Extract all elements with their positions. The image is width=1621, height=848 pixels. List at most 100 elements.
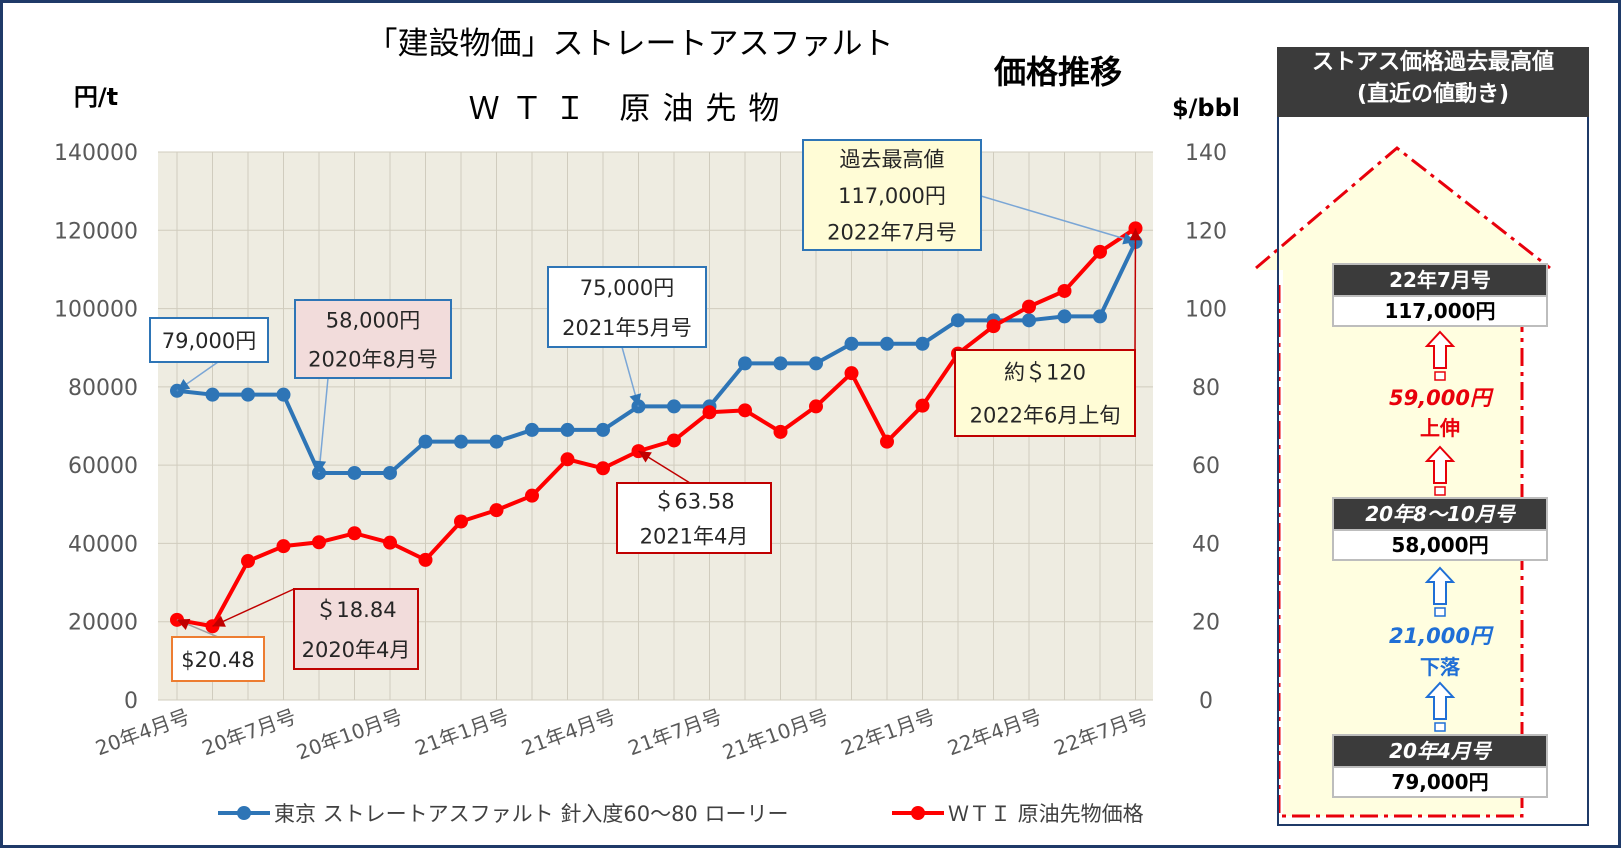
data-point — [915, 336, 930, 351]
annotation-box — [171, 636, 265, 682]
y-left-tick-label: 0 — [124, 689, 138, 714]
annotation-box — [802, 139, 982, 251]
annotation-box — [294, 299, 452, 379]
data-point — [951, 313, 965, 328]
data-point — [525, 488, 539, 503]
data-point — [880, 434, 894, 449]
annotation-text: 117,000円 — [838, 184, 946, 208]
annotation-text: 約＄120 — [1004, 361, 1086, 385]
data-point — [667, 433, 681, 448]
data-point — [915, 398, 930, 413]
data-point — [986, 319, 1001, 334]
rise-arrow-icon — [1424, 330, 1456, 369]
y-left-tick-label: 140000 — [54, 141, 138, 166]
annotation-text: 過去最高値 — [840, 147, 945, 171]
annotation-arrowhead — [1129, 228, 1142, 241]
data-point — [773, 356, 788, 371]
y-right-tick-label: 80 — [1192, 376, 1220, 401]
data-point — [276, 539, 291, 554]
data-point — [809, 356, 823, 371]
low-price-badge: 20年8～10月号 58,000円 — [1332, 497, 1548, 561]
annotation-box — [616, 482, 772, 554]
low-price-label: 20年8～10月号 — [1332, 497, 1548, 529]
data-point — [454, 514, 468, 529]
annotation-arrowhead — [1122, 232, 1136, 245]
x-tick-label: 21年4月号 — [518, 704, 618, 760]
data-point — [738, 403, 752, 418]
y-right-tick-label: 100 — [1185, 298, 1227, 323]
fall-arrow-icon-tail — [1434, 607, 1446, 617]
data-point — [844, 336, 859, 351]
legend-swatch-marker — [911, 806, 925, 820]
data-point — [418, 434, 433, 449]
rise-arrow-icon — [1424, 445, 1456, 484]
data-point — [312, 535, 326, 550]
arrow-outline-top — [1255, 146, 1551, 270]
fall-arrow-icon — [1424, 566, 1456, 605]
data-point — [241, 554, 255, 569]
data-point — [383, 535, 397, 550]
latest-price-badge: 22年7月号 117,000円 — [1332, 263, 1548, 327]
chart-title-right: 価格推移 — [993, 53, 1122, 91]
data-point — [596, 422, 610, 437]
data-point — [1093, 244, 1107, 259]
data-point — [1057, 283, 1072, 298]
data-point — [702, 405, 717, 420]
annotation-box — [954, 349, 1136, 437]
data-point — [347, 526, 362, 541]
y-left-tick-label: 60000 — [68, 454, 138, 479]
annotation-arrowhead — [638, 451, 652, 463]
side-panel-header-line1: ストアス価格過去最高値 — [1311, 50, 1554, 75]
series-group — [170, 221, 1143, 634]
data-point — [809, 399, 823, 414]
annotation-leader — [318, 377, 329, 474]
annotation-arrowhead — [177, 618, 191, 631]
data-point — [773, 424, 788, 439]
y-right-tick-label: 20 — [1192, 611, 1220, 636]
annotation-text: ＄18.84 — [315, 598, 396, 622]
annotation-text: 2022年7月号 — [827, 221, 957, 245]
y-left-tick-label: 40000 — [68, 532, 138, 557]
annotation-text: 2020年8月号 — [308, 348, 438, 372]
series-line-wti — [176, 226, 1137, 629]
data-point — [276, 387, 291, 402]
legend-swatch-marker — [237, 806, 251, 820]
rise-arrow-icon-tail — [1434, 486, 1446, 496]
data-point — [1022, 313, 1036, 328]
annotation-text: 58,000円 — [326, 309, 420, 333]
latest-price-value: 117,000円 — [1332, 295, 1548, 327]
rise-arrow-icon-tail — [1434, 371, 1446, 381]
x-tick-label: 21年10月号 — [719, 704, 831, 764]
start-price-value: 79,000円 — [1332, 766, 1548, 798]
annotation-box — [149, 317, 269, 363]
annotation-leader — [980, 195, 1136, 243]
y-left-tick-label: 20000 — [68, 611, 138, 636]
data-point — [454, 434, 468, 449]
annotation-arrowhead — [629, 393, 642, 407]
data-point — [489, 503, 504, 518]
annotation-arrowhead — [177, 378, 191, 391]
start-price-label: 20年4月号 — [1332, 734, 1548, 766]
rise-amount: 59,000円 — [1388, 386, 1492, 410]
x-tick-label: 22年7月号 — [1051, 704, 1151, 760]
latest-price-label: 22年7月号 — [1332, 263, 1548, 295]
fall-arrow-icon — [1424, 681, 1456, 720]
data-point — [1057, 309, 1072, 324]
y-right-axis-label: $/bbl — [1172, 94, 1240, 122]
data-point — [1093, 309, 1107, 324]
start-price-badge: 20年4月号 79,000円 — [1332, 734, 1548, 798]
annotation-text: 2022年6月上旬 — [970, 404, 1121, 428]
x-tick-label: 20年10月号 — [293, 704, 405, 764]
chart-title-line2: ＷＴＩ 原油先物 — [469, 91, 792, 127]
x-tick-label: 21年7月号 — [625, 704, 725, 760]
data-point — [738, 356, 752, 371]
y-left-tick-label: 80000 — [68, 376, 138, 401]
annotation-text: 2020年4月 — [302, 638, 411, 662]
annotation-text: 75,000円 — [580, 276, 674, 300]
annotation-box — [293, 588, 419, 670]
annotation-leader — [212, 588, 295, 627]
y-right-tick-label: 140 — [1185, 141, 1227, 166]
fall-amount: 21,000円 — [1388, 624, 1492, 648]
